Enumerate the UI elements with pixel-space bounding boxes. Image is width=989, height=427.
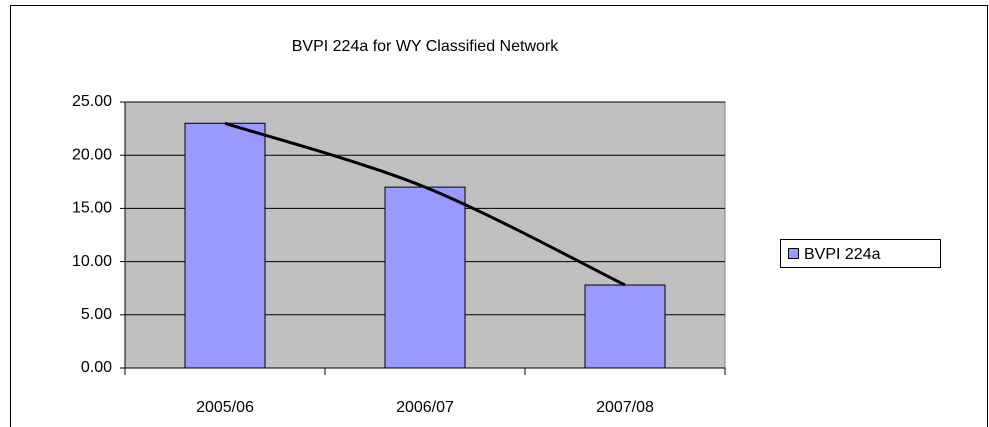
x-tick-label: 2006/07	[396, 399, 454, 416]
y-tick-label: 20.00	[72, 146, 112, 163]
bar	[184, 122, 266, 369]
trendline	[224, 121, 626, 287]
legend-label: BVPI 224a	[804, 246, 881, 263]
y-tick-label: 25.00	[72, 93, 112, 110]
bar	[384, 186, 466, 369]
bar	[584, 284, 666, 369]
x-tick-label: 2007/08	[596, 399, 654, 416]
legend-swatch	[788, 248, 799, 259]
y-tick-label: 10.00	[72, 253, 112, 270]
legend-box	[780, 239, 941, 268]
y-tick-label: 0.00	[81, 359, 112, 376]
chart-title: BVPI 224a for WY Classified Network	[292, 38, 559, 55]
x-tick-label: 2005/06	[196, 399, 254, 416]
y-tick-label: 5.00	[81, 306, 112, 323]
y-tick-label: 15.00	[72, 200, 112, 217]
